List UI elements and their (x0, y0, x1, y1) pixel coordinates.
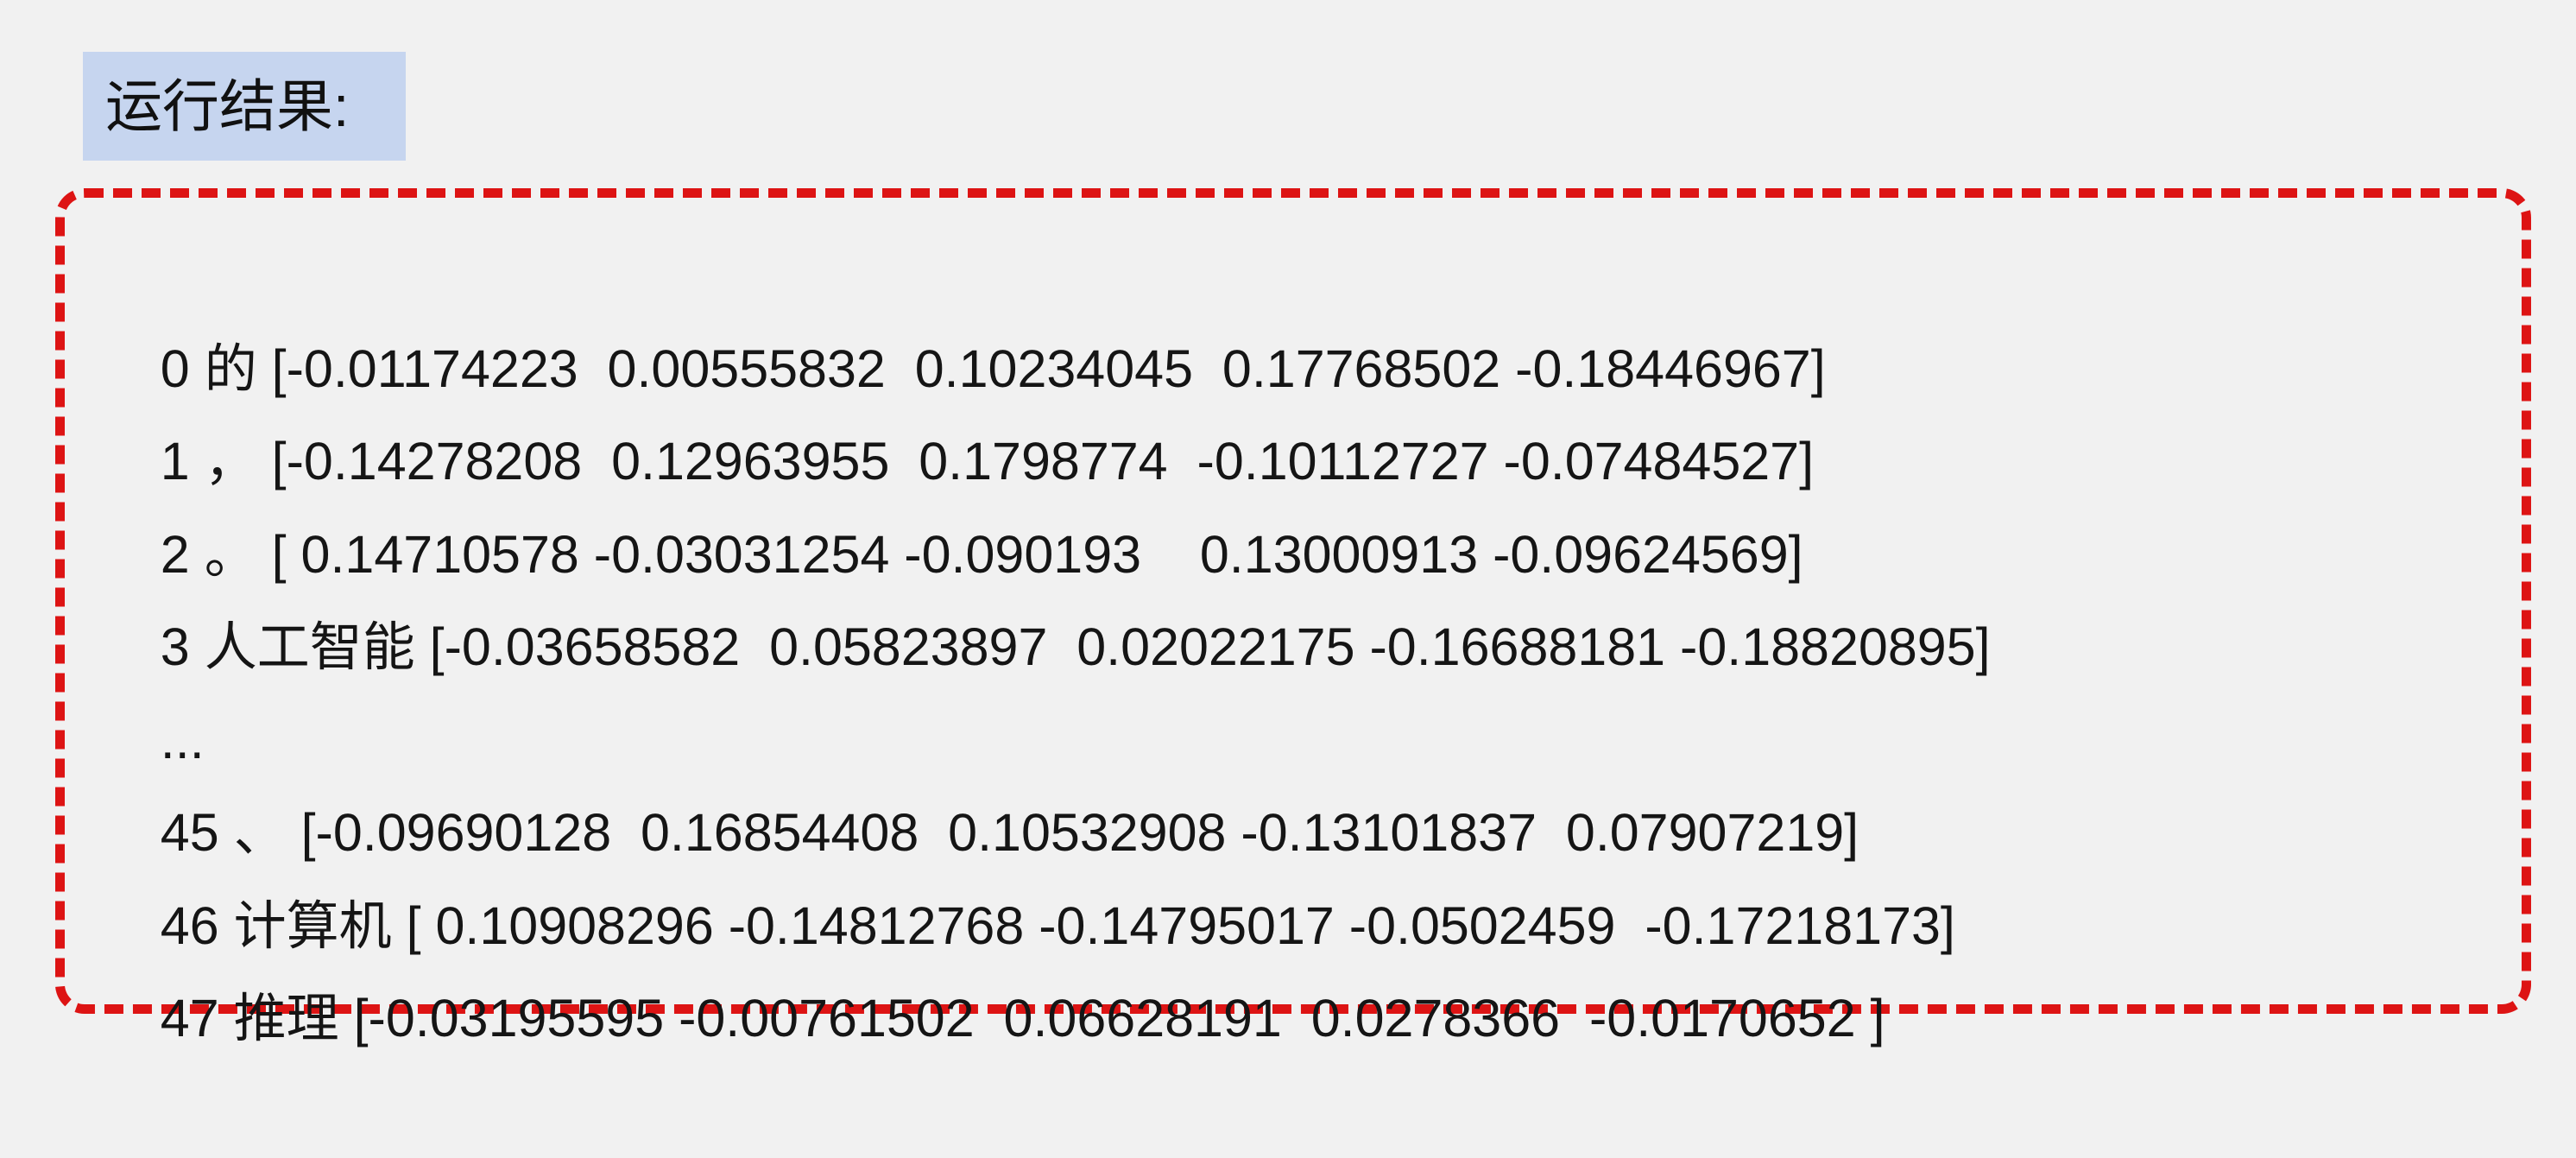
line-vector: [-0.03195595 -0.00761502 0.06628191 0.02… (353, 989, 1885, 1047)
line-token: 计算机 (233, 895, 392, 955)
line-vector: [-0.14278208 0.12963955 0.1798774 -0.101… (271, 432, 1815, 490)
line-token: 、 (233, 803, 287, 862)
line-index: 0 (160, 339, 190, 398)
line-token: 。 (204, 524, 257, 584)
result-label: 运行结果: (83, 52, 406, 161)
line-index: 2 (160, 524, 190, 584)
output-line-0: 0 的 [-0.01174223 0.00555832 0.10234045 0… (102, 230, 2502, 398)
line-token: 推理 (233, 989, 339, 1047)
line-vector: [ 0.10908296 -0.14812768 -0.14795017 -0.… (406, 895, 1955, 955)
output-line-3: 3 人工智能 [-0.03658582 0.05823897 0.0202217… (102, 509, 2502, 676)
output-box-dashed-border (55, 188, 2531, 1014)
line-index: 45 (160, 803, 219, 862)
line-vector: [-0.01174223 0.00555832 0.10234045 0.177… (271, 339, 1826, 398)
line-vector: [-0.03658582 0.05823897 0.02022175 -0.16… (429, 617, 1991, 676)
output-line-45: 45 、 [-0.09690128 0.16854408 0.10532908 … (102, 694, 2502, 862)
line-token: ， (204, 432, 257, 490)
output-line-46: 46 计算机 [ 0.10908296 -0.14812768 -0.14795… (102, 787, 2502, 955)
output-line-1: 1 ， [-0.14278208 0.12963955 0.1798774 -0… (102, 323, 2502, 490)
output-lines: 0 的 [-0.01174223 0.00555832 0.10234045 0… (102, 230, 2502, 1048)
line-vector: [ 0.14710578 -0.03031254 -0.090193 0.130… (271, 524, 1803, 584)
line-token: 人工智能 (204, 617, 415, 676)
line-index: 3 (160, 617, 190, 676)
line-vector: [-0.09690128 0.16854408 0.10532908 -0.13… (300, 803, 1859, 862)
line-index: 1 (160, 432, 190, 490)
line-token: 的 (204, 339, 257, 398)
line-index: 47 (160, 989, 219, 1047)
output-line-2: 2 。 [ 0.14710578 -0.03031254 -0.090193 0… (102, 415, 2502, 584)
output-line-ellipsis: ... (102, 601, 2502, 769)
output-line-47: 47 推理 [-0.03195595 -0.00761502 0.0662819… (102, 880, 2502, 1047)
line-index: 46 (160, 895, 219, 955)
ellipsis: ... (160, 710, 205, 769)
